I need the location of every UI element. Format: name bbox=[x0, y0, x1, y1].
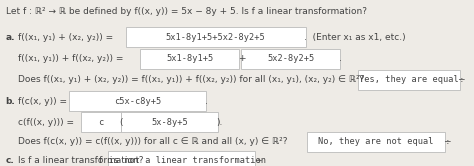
FancyBboxPatch shape bbox=[81, 112, 121, 132]
Text: c5x-c8y+5: c5x-c8y+5 bbox=[114, 97, 161, 106]
Text: f(c(x, y)) =: f(c(x, y)) = bbox=[18, 97, 70, 106]
Text: c.: c. bbox=[6, 156, 14, 165]
Text: b.: b. bbox=[6, 97, 16, 106]
Text: Does f(c(x, y)) = c(f((x, y))) for all c ∈ ℝ and all (x, y) ∈ ℝ²?: Does f(c(x, y)) = c(f((x, y))) for all c… bbox=[18, 137, 291, 146]
Text: ÷: ÷ bbox=[254, 156, 261, 165]
Text: f((x₁, y₁)) + f((x₂, y₂)) =: f((x₁, y₁)) + f((x₂, y₂)) = bbox=[18, 54, 126, 63]
FancyBboxPatch shape bbox=[241, 49, 340, 69]
FancyBboxPatch shape bbox=[358, 70, 460, 90]
Text: 5x-8y+5: 5x-8y+5 bbox=[151, 118, 188, 126]
FancyBboxPatch shape bbox=[108, 151, 255, 166]
Text: .  (Enter x₁ as x1, etc.): . (Enter x₁ as x1, etc.) bbox=[304, 33, 406, 42]
Text: .: . bbox=[339, 54, 342, 63]
Text: ).: ). bbox=[216, 118, 222, 126]
FancyBboxPatch shape bbox=[69, 91, 206, 111]
Text: a.: a. bbox=[6, 33, 15, 42]
Text: Yes, they are equal: Yes, they are equal bbox=[359, 75, 459, 84]
FancyBboxPatch shape bbox=[307, 132, 445, 152]
Text: c(f((x, y))) =: c(f((x, y))) = bbox=[18, 118, 77, 126]
Text: No, they are not equal: No, they are not equal bbox=[318, 137, 434, 146]
Text: 5x2-8y2+5: 5x2-8y2+5 bbox=[267, 54, 314, 63]
Text: f((x₁, y₁) + (x₂, y₂)) =: f((x₁, y₁) + (x₂, y₂)) = bbox=[18, 33, 116, 42]
FancyBboxPatch shape bbox=[121, 112, 218, 132]
Text: Let f : ℝ² → ℝ be defined by f((x, y)) = 5x − 8y + 5. Is f a linear transformati: Let f : ℝ² → ℝ be defined by f((x, y)) =… bbox=[6, 7, 367, 16]
Text: Is f a linear transformation?: Is f a linear transformation? bbox=[18, 156, 146, 165]
FancyBboxPatch shape bbox=[140, 49, 239, 69]
Text: ÷: ÷ bbox=[443, 137, 450, 146]
Text: ÷: ÷ bbox=[457, 75, 465, 84]
Text: f is not a linear transformation: f is not a linear transformation bbox=[98, 156, 265, 165]
Text: Does f((x₁, y₁) + (x₂, y₂)) = f((x₁, y₁)) + f((x₂, y₂)) for all (x₁, y₁), (x₂, y: Does f((x₁, y₁) + (x₂, y₂)) = f((x₁, y₁)… bbox=[18, 75, 367, 84]
Text: 5x1-8y1+5+5x2-8y2+5: 5x1-8y1+5+5x2-8y2+5 bbox=[166, 33, 265, 42]
FancyBboxPatch shape bbox=[126, 27, 306, 47]
Text: .: . bbox=[205, 97, 208, 106]
Text: +: + bbox=[238, 54, 246, 63]
Text: (: ( bbox=[119, 118, 123, 126]
Text: c: c bbox=[98, 118, 103, 126]
Text: 5x1-8y1+5: 5x1-8y1+5 bbox=[166, 54, 213, 63]
